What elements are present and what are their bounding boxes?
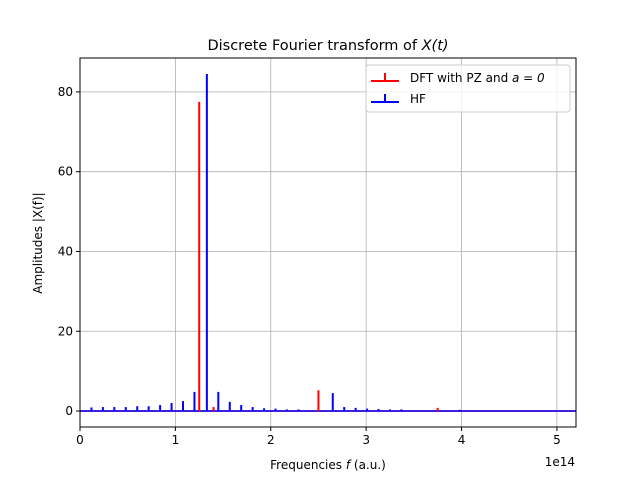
x-axis-label: Frequencies f (a.u.) bbox=[270, 458, 386, 472]
x-tick-label: 3 bbox=[362, 433, 370, 447]
x-tick-label: 1 bbox=[172, 433, 180, 447]
legend-label-dft-math: a = 0 bbox=[512, 71, 545, 85]
x-tick-label: 0 bbox=[76, 433, 84, 447]
legend-box bbox=[365, 64, 571, 113]
legend: DFT with PZ and a = 0 HF bbox=[365, 64, 571, 113]
legend-entry-dft: DFT with PZ and a = 0 bbox=[371, 71, 545, 85]
y-tick-label: 0 bbox=[65, 404, 73, 418]
stem-plot bbox=[90, 73, 461, 412]
y-tick-label: 20 bbox=[58, 324, 73, 338]
legend-label-dft: DFT with PZ and a = 0 bbox=[410, 71, 545, 85]
x-tick-label: 5 bbox=[553, 433, 561, 447]
y-tick-label: 40 bbox=[58, 244, 73, 258]
legend-entry-hf: HF bbox=[371, 92, 426, 106]
title-math: X(t) bbox=[421, 38, 449, 54]
chart-title: Discrete Fourier transform of X(t) bbox=[207, 38, 448, 54]
axes-frame bbox=[79, 57, 577, 428]
y-axis-ticks: 0 20 40 60 80 bbox=[58, 85, 80, 418]
x-axis-ticks: 0 1 2 3 4 5 bbox=[76, 427, 561, 447]
x-tick-label: 2 bbox=[267, 433, 275, 447]
x-axis-label-suffix: (a.u.) bbox=[350, 458, 386, 472]
legend-label-hf: HF bbox=[410, 92, 426, 106]
series-1 bbox=[90, 73, 461, 412]
series-0 bbox=[198, 101, 439, 412]
x-tick-label: 4 bbox=[458, 433, 466, 447]
x-axis-label-math: f bbox=[346, 458, 352, 472]
title-prefix: Discrete Fourier transform of bbox=[207, 38, 421, 54]
legend-label-dft-prefix: DFT with PZ and bbox=[410, 71, 512, 85]
y-axis-label: Amplitudes |X(f)| bbox=[31, 192, 45, 293]
y-tick-label: 60 bbox=[58, 165, 73, 179]
x-offset-label: 1e14 bbox=[545, 455, 575, 469]
x-axis-label-prefix: Frequencies bbox=[270, 458, 346, 472]
y-tick-label: 80 bbox=[58, 85, 73, 99]
axes-spines bbox=[79, 57, 577, 428]
